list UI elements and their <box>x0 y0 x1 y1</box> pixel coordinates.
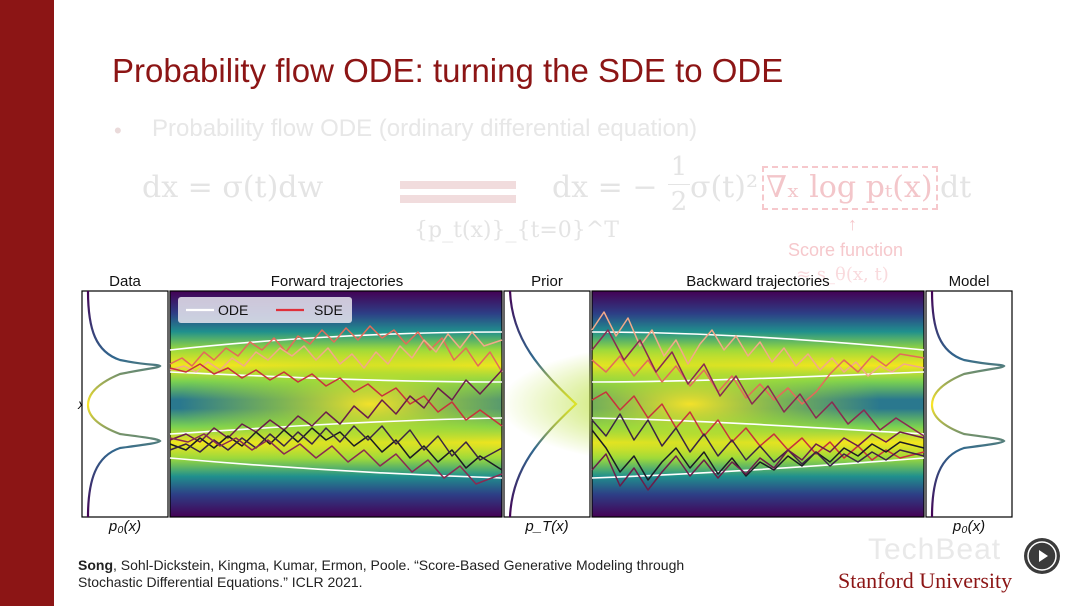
slide-title: Probability flow ODE: turning the SDE to… <box>112 52 784 89</box>
ode-equation-suffix: dt <box>940 170 972 205</box>
bullet-text: Probability flow ODE (ordinary different… <box>152 115 698 142</box>
ode-equation-middle: σ(t)² <box>690 170 758 205</box>
marginals-label: {p_t(x)}_{t=0}^T <box>414 218 619 243</box>
panel-title-forward: Forward trajectories <box>270 273 404 290</box>
score-term: ∇ₓ log pₜ(x) <box>766 170 933 205</box>
play-button[interactable] <box>1024 538 1060 574</box>
panel-title-prior: Prior <box>531 273 563 290</box>
legend <box>178 297 352 323</box>
model-density-label: p₀(x) <box>952 518 986 535</box>
legend-sde-label: SDE <box>314 302 343 318</box>
citation-rest: , Sohl-Dickstein, Kingma, Kumar, Ermon, … <box>78 557 685 590</box>
slide-accent-bar <box>0 0 54 606</box>
data-density-curve <box>86 290 162 518</box>
forward-panel <box>169 290 560 518</box>
fraction-denominator: 2 <box>668 184 690 219</box>
backward-panel <box>500 290 925 518</box>
watermark: TechBeat <box>868 533 1002 566</box>
score-approx-label: ≈ s_θ(x, t) <box>796 264 889 285</box>
fraction-numerator: 1 <box>670 152 688 182</box>
up-arrow-icon: ↑ <box>848 214 857 234</box>
forward-ode-lines <box>169 331 503 479</box>
data-panel-frame <box>81 290 169 518</box>
university-logo: Stanford University <box>838 568 1013 593</box>
citation: Song, Sohl-Dickstein, Kingma, Kumar, Erm… <box>78 557 718 591</box>
ode-equation-fraction: 1 2 <box>668 150 690 219</box>
bullet-dot: • <box>114 118 122 143</box>
panel-title-data: Data <box>109 273 141 290</box>
citation-first-author: Song <box>78 557 113 573</box>
score-function-label: Score function <box>788 240 904 260</box>
equivalence-arrow <box>400 181 516 209</box>
panel-title-model: Model <box>948 273 990 290</box>
score-highlight-box <box>762 166 938 210</box>
prior-density-label: p_T(x) <box>525 518 569 535</box>
legend-ode-label: ODE <box>218 302 249 318</box>
data-density-label: p₀(x) <box>108 518 142 535</box>
sde-equation: dx = σ(t)dw <box>142 170 324 205</box>
ode-equation-prefix: dx = − <box>552 170 658 205</box>
model-panel-frame <box>925 290 1013 518</box>
play-icon <box>1027 541 1057 571</box>
model-density-curve <box>930 290 1006 518</box>
panel-title-backward: Backward trajectories <box>686 273 830 290</box>
backward-ode-lines <box>591 331 925 479</box>
